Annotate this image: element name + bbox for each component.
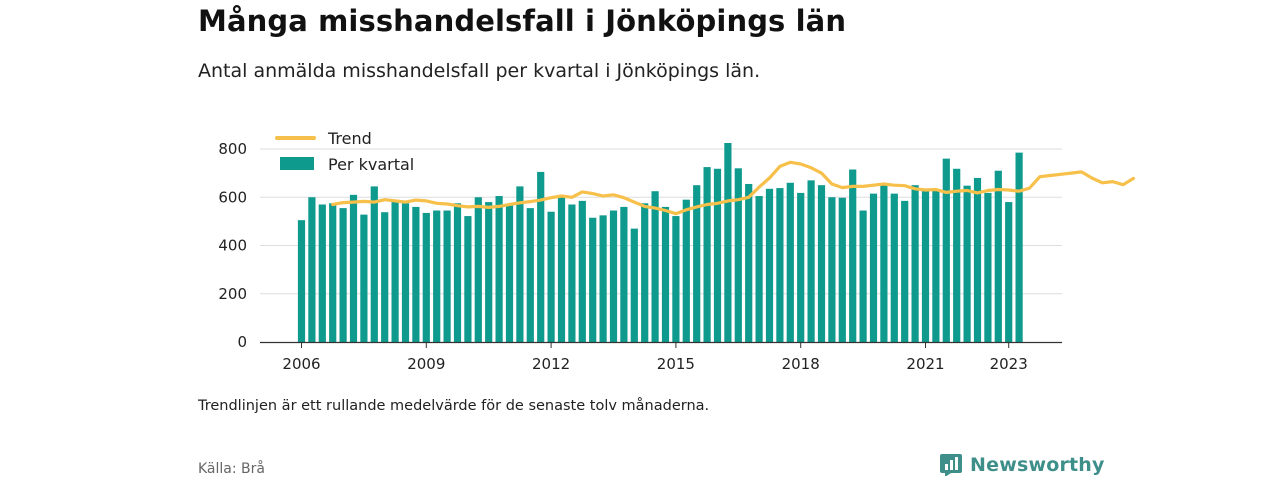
bar bbox=[412, 206, 420, 342]
y-tick-label: 200 bbox=[218, 285, 247, 303]
newsworthy-logo[interactable]: Newsworthy bbox=[940, 451, 1105, 479]
bar bbox=[911, 185, 919, 342]
source-credit: Källa: Brå bbox=[198, 461, 265, 477]
bar bbox=[1015, 152, 1023, 342]
bar bbox=[765, 188, 774, 342]
bar bbox=[890, 193, 898, 342]
chart-title: Många misshandelsfall i Jönköpings län bbox=[198, 4, 847, 38]
bar bbox=[828, 197, 836, 342]
bar bbox=[724, 142, 732, 342]
bar bbox=[578, 200, 586, 342]
bar bbox=[682, 199, 690, 342]
x-tick-label: 2006 bbox=[282, 355, 320, 373]
bar bbox=[568, 204, 576, 342]
chart-subtitle: Antal anmälda misshandelsfall per kvarta… bbox=[198, 60, 761, 82]
bar bbox=[505, 204, 514, 342]
bar bbox=[443, 210, 451, 342]
chart-logo-icon bbox=[940, 454, 962, 476]
bar bbox=[391, 201, 399, 342]
bar bbox=[318, 204, 326, 342]
bar bbox=[620, 206, 628, 342]
bar bbox=[516, 186, 524, 342]
bar bbox=[869, 193, 878, 342]
bar bbox=[526, 208, 534, 342]
bar bbox=[901, 200, 909, 342]
bar bbox=[973, 177, 982, 342]
bar-series bbox=[297, 142, 1023, 342]
axes: 0 200 400 600 800 2006 2009 2012 2015 2018 2021 202… bbox=[218, 140, 1062, 373]
bar bbox=[953, 168, 961, 342]
trend-line bbox=[331, 160, 1136, 216]
bar bbox=[921, 190, 930, 342]
x-tick-label: 2023 bbox=[990, 355, 1028, 373]
legend-trend-label: Trend bbox=[327, 129, 372, 148]
bar bbox=[589, 217, 597, 342]
x-tick-label: 2021 bbox=[906, 355, 944, 373]
bar bbox=[381, 212, 389, 342]
bar bbox=[474, 197, 482, 342]
bar bbox=[817, 185, 826, 342]
bar bbox=[485, 202, 493, 342]
x-tick-label: 2009 bbox=[407, 355, 445, 373]
bar bbox=[599, 215, 607, 342]
bar bbox=[339, 208, 347, 342]
x-tick-label: 2018 bbox=[782, 355, 820, 373]
bar bbox=[807, 180, 815, 342]
chart-area: 0 200 400 600 800 2006 2009 2012 2015 2018 2021 202… bbox=[218, 129, 1136, 373]
y-tick-label: 0 bbox=[237, 333, 247, 351]
trend-series bbox=[331, 160, 1136, 216]
bar bbox=[734, 168, 742, 342]
bar bbox=[859, 210, 867, 342]
bar bbox=[703, 167, 711, 342]
footnote: Trendlinjen är ett rullande medelvärde f… bbox=[198, 398, 710, 414]
brand-name: Newsworthy bbox=[970, 454, 1105, 476]
bar bbox=[672, 216, 680, 342]
bar bbox=[308, 197, 316, 342]
bar bbox=[557, 197, 566, 342]
bar bbox=[713, 168, 722, 342]
legend-per-kvartal-label: Per kvartal bbox=[328, 155, 414, 174]
bar bbox=[984, 192, 992, 342]
bar bbox=[932, 190, 940, 342]
y-tick-label: 800 bbox=[218, 140, 247, 158]
bar bbox=[329, 203, 337, 342]
bar bbox=[963, 185, 971, 342]
bar bbox=[641, 203, 649, 342]
bar bbox=[360, 214, 368, 342]
bar bbox=[401, 203, 410, 342]
bar bbox=[433, 210, 441, 342]
bar bbox=[495, 196, 503, 342]
bar bbox=[797, 192, 805, 342]
legend: Trend Per kvartal bbox=[275, 129, 414, 174]
bar bbox=[537, 171, 545, 342]
bar bbox=[693, 185, 701, 342]
bar bbox=[609, 210, 618, 342]
bar bbox=[849, 169, 857, 342]
x-tick-label: 2015 bbox=[657, 355, 695, 373]
bar bbox=[661, 206, 670, 342]
bar bbox=[745, 183, 753, 342]
bar bbox=[349, 194, 358, 342]
x-tick-label: 2012 bbox=[532, 355, 570, 373]
bar bbox=[630, 228, 638, 342]
bar bbox=[776, 188, 784, 342]
bar bbox=[994, 170, 1002, 342]
bar bbox=[464, 216, 472, 342]
bar bbox=[422, 212, 430, 342]
bar bbox=[1005, 202, 1013, 342]
bar bbox=[370, 186, 378, 342]
bar bbox=[838, 197, 846, 342]
bar bbox=[880, 185, 888, 342]
bar bbox=[942, 158, 950, 342]
bar bbox=[297, 220, 306, 342]
bar bbox=[786, 182, 794, 342]
y-tick-label: 600 bbox=[218, 188, 247, 206]
legend-per-kvartal-swatch bbox=[280, 157, 314, 170]
bar bbox=[755, 196, 763, 342]
bar bbox=[651, 191, 659, 342]
bar bbox=[547, 211, 555, 342]
bar bbox=[453, 203, 462, 342]
y-tick-label: 400 bbox=[218, 237, 247, 255]
